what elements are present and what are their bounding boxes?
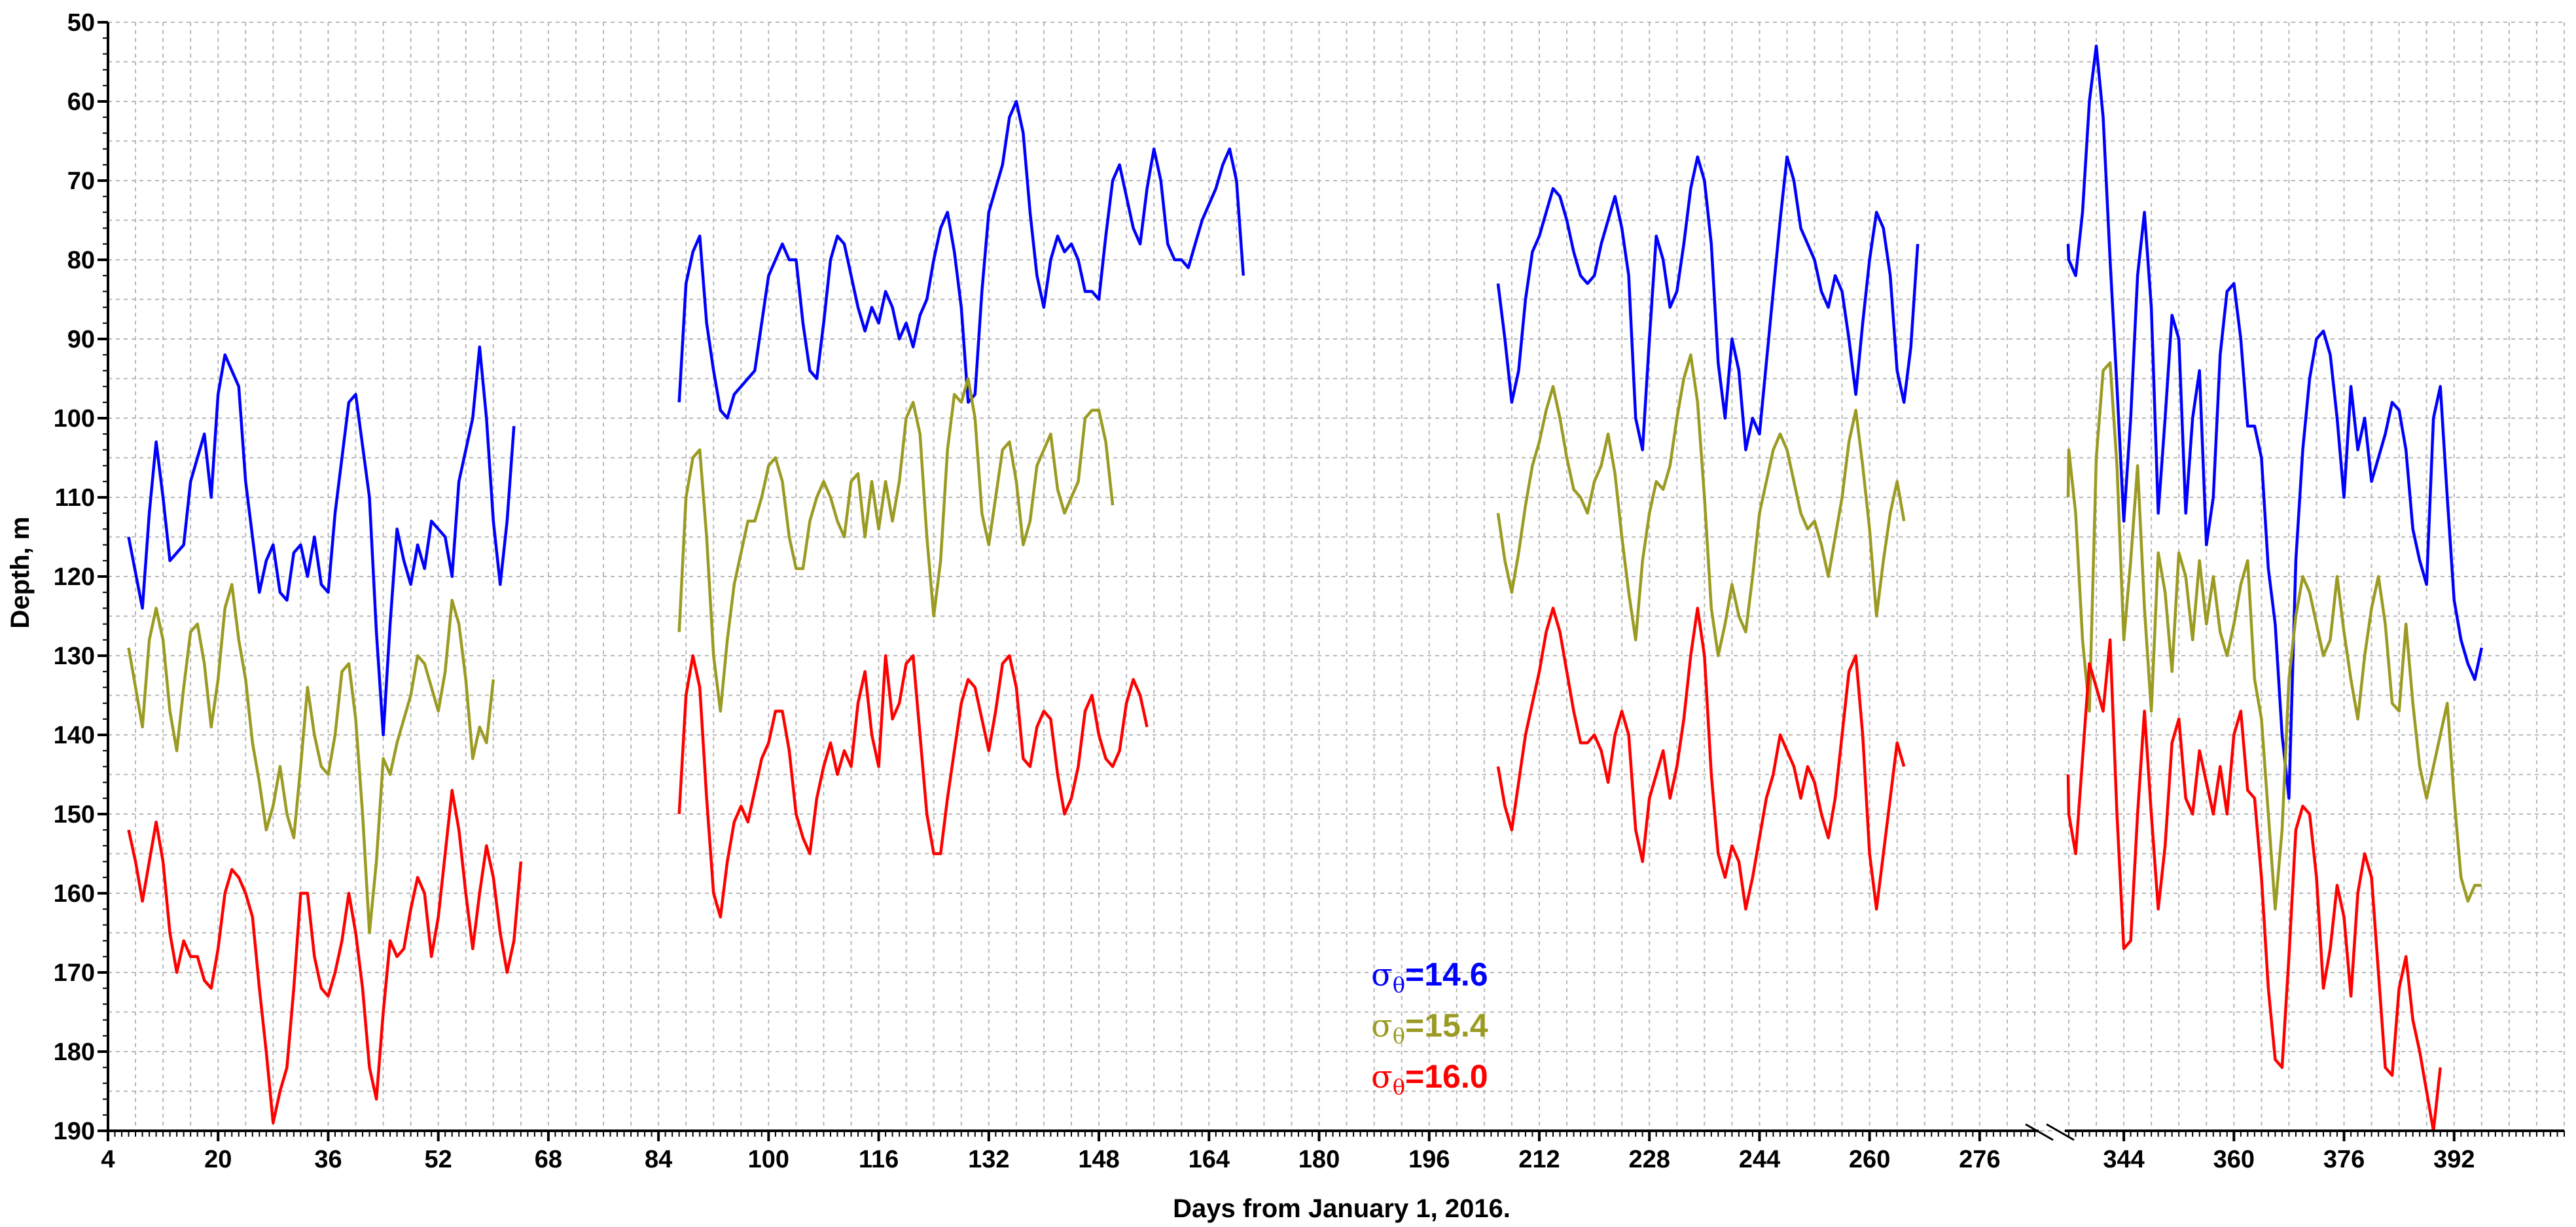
y-axis-title: Depth, m: [6, 516, 35, 628]
legend-entry-2: σθ=15.4: [1371, 1007, 1488, 1048]
series-line-3-segment-1: [127, 789, 523, 1125]
y-tick-label: 180: [54, 1039, 95, 1066]
x-tick-label: 84: [645, 1146, 672, 1173]
series-line-2-segment-3: [1496, 353, 1906, 658]
series-line-2-segment-4: [2066, 361, 2482, 911]
legend: σθ=14.6 σθ=15.4 σθ=16.0: [1371, 956, 1488, 1099]
y-tick-label: 170: [54, 959, 95, 987]
x-tick-label: 392: [2433, 1146, 2475, 1173]
y-tick-label: 150: [54, 801, 95, 828]
x-tick-label: 4: [101, 1146, 115, 1173]
y-tick-label: 80: [67, 247, 95, 274]
series-line-3-segment-4: [2066, 638, 2442, 1133]
axis-break-mark: [2025, 1123, 2054, 1141]
y-tick-label: 110: [55, 484, 95, 512]
series-line-3-segment-2: [677, 654, 1149, 919]
x-tick-label: 132: [968, 1146, 1009, 1173]
x-tick-label: 196: [1408, 1146, 1450, 1173]
y-tick-label: 100: [54, 405, 95, 433]
series-line-1-segment-3: [1496, 155, 1920, 452]
x-tick-label: 180: [1298, 1146, 1340, 1173]
y-tick-label: 50: [67, 9, 95, 37]
y-tick-label: 120: [54, 563, 95, 591]
x-tick-label: 344: [2103, 1146, 2144, 1173]
x-tick-label: 20: [204, 1146, 232, 1173]
x-tick-label: 100: [748, 1146, 789, 1173]
x-tick-label: 276: [1959, 1146, 2000, 1173]
x-tick-label: 260: [1849, 1146, 1890, 1173]
x-tick-label: 148: [1078, 1146, 1119, 1173]
legend-entry-3: σθ=16.0: [1371, 1058, 1488, 1099]
y-tick-label: 140: [54, 722, 95, 749]
y-tick-label: 90: [67, 326, 95, 353]
x-tick-labels: 4 20 36 52 68 84 100 116 132 148 164 180 196 212 228 24…: [101, 1146, 2475, 1173]
series-line-3-segment-3: [1496, 607, 1906, 911]
y-tick-label: 70: [67, 168, 95, 195]
x-tick-label: 244: [1739, 1146, 1780, 1173]
series-lines: [127, 44, 2483, 1133]
y-tick-labels: 50 60 70 80 90 100 110 120 130 140 150 160 170 180 190: [54, 9, 95, 1145]
series-line-2-segment-1: [127, 582, 495, 934]
x-tick-label: 212: [1518, 1146, 1560, 1173]
series-line-1-segment-2: [677, 99, 1245, 420]
series-line-1-segment-1: [127, 345, 516, 737]
series-line-1-segment-4: [2066, 44, 2483, 800]
x-tick-label: 36: [314, 1146, 342, 1173]
axis-break-mark: [2046, 1123, 2075, 1141]
axes: [98, 21, 2565, 1141]
y-tick-label: 190: [54, 1118, 95, 1145]
y-tick-label: 160: [54, 880, 95, 908]
x-tick-label: 52: [425, 1146, 452, 1173]
y-tick-label: 60: [67, 88, 95, 116]
x-tick-label: 376: [2323, 1146, 2365, 1173]
series-line-2-segment-2: [677, 377, 1115, 713]
x-tick-label: 68: [535, 1146, 562, 1173]
x-tick-label: 360: [2213, 1146, 2255, 1173]
x-tick-label: 164: [1189, 1146, 1230, 1173]
y-tick-label: 130: [54, 643, 95, 670]
x-tick-label: 116: [859, 1146, 899, 1173]
legend-entry-1: σθ=14.6: [1371, 956, 1488, 997]
x-axis-title: Days from January 1, 2016.: [1173, 1194, 1511, 1223]
x-tick-label: 228: [1628, 1146, 1670, 1173]
